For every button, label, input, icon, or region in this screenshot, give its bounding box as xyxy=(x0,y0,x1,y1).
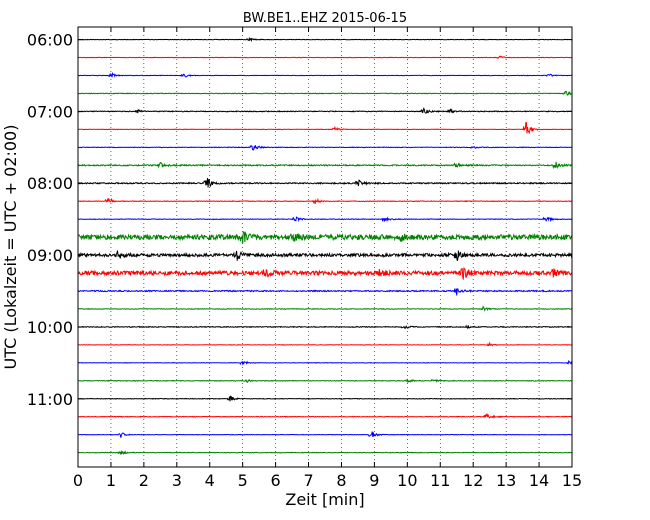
x-axis-label: Zeit [min] xyxy=(285,490,364,509)
trace-line xyxy=(77,431,573,438)
trace-line xyxy=(77,197,573,205)
trace-line xyxy=(77,449,573,455)
trace-line xyxy=(77,341,573,347)
trace-line xyxy=(77,55,573,60)
y-tick-label: 10:00 xyxy=(27,318,73,337)
x-tick-label: 2 xyxy=(139,471,149,490)
x-tick-label: 11 xyxy=(430,471,450,490)
y-axis-label: UTC (Lokalzeit = UTC + 02:00) xyxy=(1,125,20,370)
y-tick-label: 08:00 xyxy=(27,174,73,193)
x-tick-label: 3 xyxy=(172,471,182,490)
chart-title: BW.BE1..EHZ 2015-06-15 xyxy=(242,11,408,26)
trace-line xyxy=(77,412,573,419)
x-tick-label: 0 xyxy=(73,471,83,490)
trace-line xyxy=(77,178,573,188)
trace-line xyxy=(77,145,572,151)
y-tick-label: 09:00 xyxy=(27,246,73,265)
trace-line xyxy=(77,360,573,366)
x-tick-label: 9 xyxy=(369,471,379,490)
x-tick-label: 12 xyxy=(463,471,483,490)
trace-line xyxy=(77,36,573,43)
x-tick-label: 8 xyxy=(336,471,346,490)
x-tick-label: 7 xyxy=(303,471,313,490)
y-tick-label: 06:00 xyxy=(27,31,73,50)
trace-line xyxy=(77,378,572,383)
trace-line xyxy=(77,121,573,135)
y-tick-label: 11:00 xyxy=(27,390,73,409)
trace-line xyxy=(78,161,572,170)
y-tick-label: 07:00 xyxy=(27,102,73,121)
trace-line xyxy=(77,250,573,261)
trace-line xyxy=(78,305,573,312)
x-tick-label: 14 xyxy=(529,471,549,490)
trace-line xyxy=(77,395,573,402)
trace-line xyxy=(77,287,573,296)
trace-line xyxy=(77,216,573,223)
x-tick-label: 4 xyxy=(205,471,215,490)
trace-line xyxy=(77,230,573,244)
x-tick-label: 6 xyxy=(271,471,281,490)
trace-line xyxy=(77,324,573,330)
plot-frame xyxy=(77,26,573,468)
x-tick-label: 5 xyxy=(238,471,248,490)
x-tick-label: 1 xyxy=(106,471,116,490)
x-tick-label: 10 xyxy=(397,471,417,490)
x-tick-label: 15 xyxy=(562,471,582,490)
trace-line xyxy=(77,107,573,114)
x-tick-label: 13 xyxy=(496,471,516,490)
trace-line xyxy=(77,71,573,78)
trace-line xyxy=(77,90,573,96)
trace-line xyxy=(77,267,573,281)
